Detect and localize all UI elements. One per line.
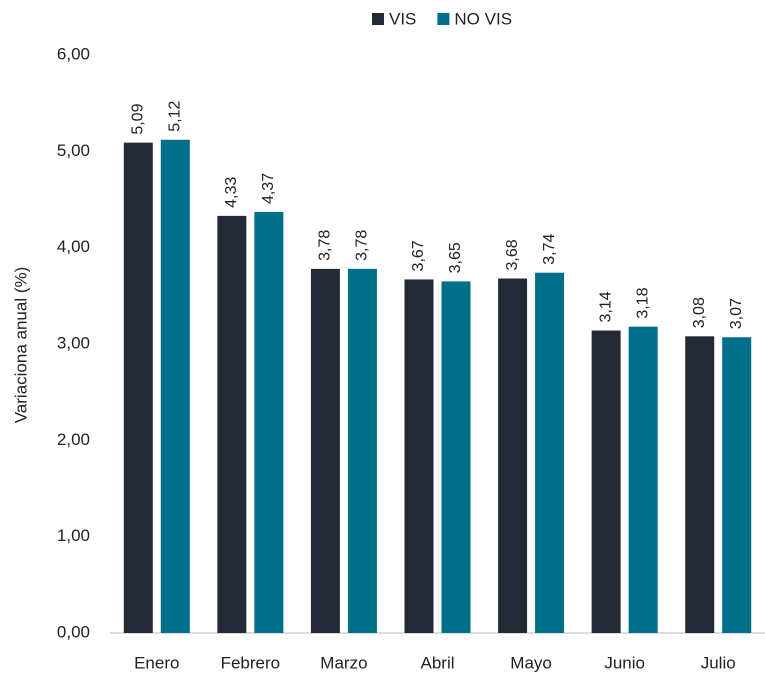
x-tick-label: Junio bbox=[604, 653, 645, 672]
bar bbox=[404, 279, 434, 633]
value-label: 5,09 bbox=[130, 103, 147, 134]
value-label: 3,08 bbox=[691, 297, 708, 328]
y-tick-label: 4,00 bbox=[57, 237, 90, 256]
value-label: 3,67 bbox=[410, 240, 427, 271]
x-tick-label: Julio bbox=[701, 653, 736, 672]
bar bbox=[591, 330, 621, 633]
bar bbox=[722, 337, 752, 633]
y-tick-label: 1,00 bbox=[57, 526, 90, 545]
value-label: 3,74 bbox=[541, 233, 558, 264]
value-label: 4,33 bbox=[223, 177, 240, 208]
x-tick-label: Enero bbox=[134, 653, 179, 672]
bar bbox=[217, 215, 247, 634]
value-label: 4,37 bbox=[260, 173, 277, 204]
legend-label: VIS bbox=[389, 9, 416, 28]
value-label: 3,18 bbox=[634, 287, 651, 318]
y-axis-label: Variaciona anual (%) bbox=[11, 267, 30, 424]
bar bbox=[254, 212, 284, 634]
y-tick-label: 5,00 bbox=[57, 141, 90, 160]
bar bbox=[123, 142, 153, 633]
bar bbox=[441, 281, 471, 633]
bar bbox=[535, 272, 565, 633]
x-tick-label: Abril bbox=[420, 653, 454, 672]
value-label: 3,78 bbox=[317, 230, 334, 261]
value-label: 3,68 bbox=[504, 239, 521, 270]
x-tick-label: Mayo bbox=[510, 653, 552, 672]
x-tick-label: Marzo bbox=[320, 653, 367, 672]
legend-swatch bbox=[437, 13, 450, 25]
y-tick-label: 2,00 bbox=[57, 430, 90, 449]
legend-label: NO VIS bbox=[454, 9, 512, 28]
x-tick-label: Febrero bbox=[221, 653, 281, 672]
y-tick-label: 6,00 bbox=[57, 44, 90, 63]
value-label: 5,12 bbox=[167, 101, 184, 132]
value-label: 3,65 bbox=[447, 242, 464, 273]
bar bbox=[628, 326, 658, 633]
bar bbox=[498, 278, 528, 633]
value-label: 3,14 bbox=[597, 291, 614, 322]
legend-swatch bbox=[372, 13, 384, 25]
value-label: 3,78 bbox=[354, 230, 371, 261]
bar bbox=[685, 336, 715, 633]
value-label: 3,07 bbox=[728, 298, 745, 329]
bar bbox=[347, 268, 377, 633]
y-tick-label: 0,00 bbox=[57, 622, 90, 641]
bar bbox=[160, 139, 190, 634]
y-tick-label: 3,00 bbox=[57, 333, 90, 352]
bar bbox=[310, 268, 340, 633]
